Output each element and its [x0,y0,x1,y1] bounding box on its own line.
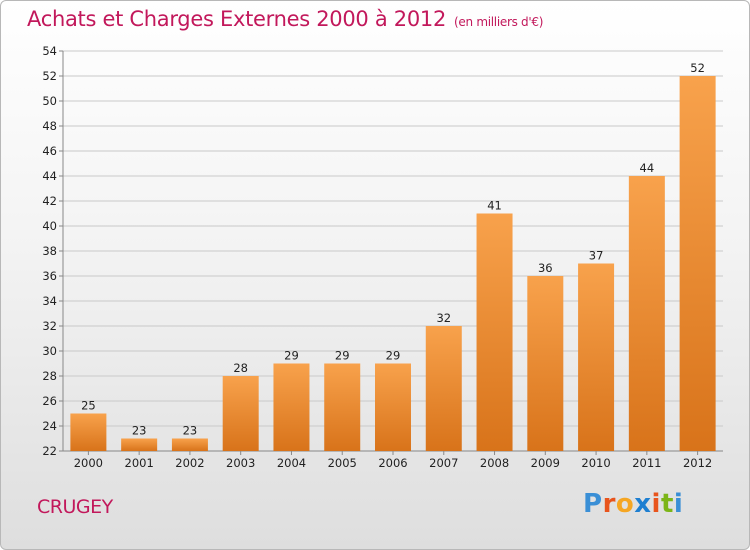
y-tick-label: 28 [42,369,57,383]
bar [375,363,411,451]
bar [578,263,615,451]
bar [121,438,158,451]
y-tick-label: 42 [42,194,57,208]
y-tick-label: 22 [42,444,57,458]
y-tick-label: 40 [42,219,57,233]
logo-letter: i [651,489,661,519]
x-tick-label: 2008 [480,456,509,470]
logo-letter: P [583,489,603,519]
bar [425,326,462,451]
logo-letter: x [634,489,652,519]
logo-letter: t [660,489,674,519]
y-tick-label: 32 [42,319,57,333]
x-tick-label: 2007 [429,456,458,470]
data-label: 44 [640,161,655,175]
y-tick-label: 46 [42,144,57,158]
bar [476,213,513,451]
x-tick-label: 2012 [683,456,712,470]
y-tick-label: 52 [42,69,57,83]
chart-subtitle: (en milliers d'€) [454,15,544,29]
bar [273,363,310,451]
data-label: 25 [81,399,96,413]
data-label: 28 [233,361,248,375]
x-tick-label: 2001 [125,456,154,470]
y-tick-label: 38 [42,244,57,258]
data-label: 23 [183,424,198,438]
tick-labels: 22 24 26 28 30 32 34 36 38 40 42 44 46 48 50 52 54 2000 20… [42,44,712,470]
bar [324,363,361,451]
y-tick-label: 34 [42,294,57,308]
data-label: 29 [284,349,299,363]
data-label: 36 [538,261,553,275]
data-label: 37 [589,249,604,263]
y-tick-label: 48 [42,119,57,133]
y-tick-label: 24 [42,419,57,433]
chart-title: Achats et Charges Externes 2000 à 2012 (e… [27,7,544,31]
proxiti-logo: Proxiti [583,489,683,519]
data-label: 29 [386,349,401,363]
x-tick-label: 2009 [531,456,560,470]
bar [70,413,107,451]
bar [628,176,665,451]
bar [171,438,208,451]
y-tick-label: 44 [42,169,57,183]
x-tick-label: 2000 [74,456,103,470]
data-label: 52 [690,61,705,75]
y-tick-label: 36 [42,269,57,283]
x-tick-label: 2010 [581,456,610,470]
x-tick-label: 2005 [328,456,357,470]
commune-name: CRUGEY [37,496,113,518]
bar [679,76,716,451]
y-tick-label: 54 [42,44,57,58]
x-tick-label: 2003 [226,456,255,470]
x-tick-label: 2002 [175,456,204,470]
x-tick-label: 2006 [378,456,407,470]
data-label: 32 [436,311,451,325]
y-tick-label: 26 [42,394,57,408]
data-label: 23 [132,424,147,438]
x-tick-label: 2011 [632,456,661,470]
y-tick-label: 30 [42,344,57,358]
logo-letter: o [615,489,635,519]
logo-letter: i [673,489,684,519]
data-label: 29 [335,349,350,363]
x-tick-label: 2004 [277,456,306,470]
bar [527,276,564,451]
data-label: 41 [487,199,502,213]
logo-letter: r [602,489,616,519]
y-tick-label: 50 [42,94,57,108]
bar [222,376,259,451]
bars: 25 23 23 28 29 29 29 32 41 36 37 44 52 [70,61,716,451]
